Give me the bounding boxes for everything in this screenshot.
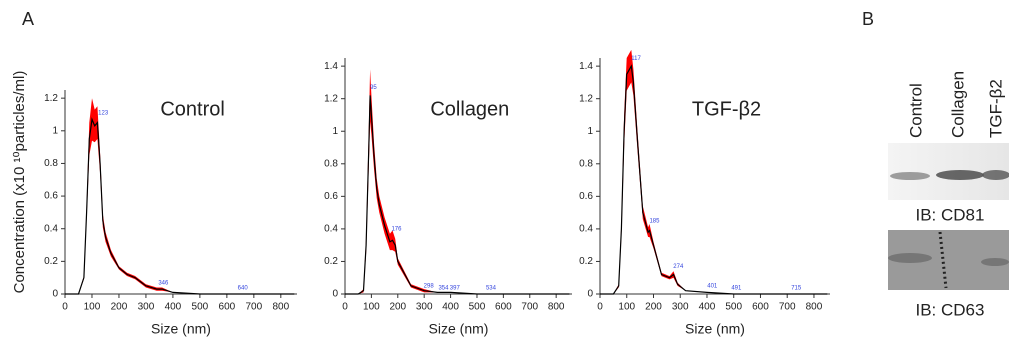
y-tick-label: 0.8	[579, 158, 593, 169]
blot-band	[936, 170, 984, 180]
y-tick-label: 1.2	[579, 93, 593, 104]
x-tick-label: 0	[342, 302, 348, 313]
y-tick-label: 0.6	[579, 191, 593, 202]
x-tick-label: 700	[521, 302, 538, 313]
lane-label: Collagen	[948, 71, 967, 138]
x-tick-label: 700	[245, 302, 262, 313]
y-tick-label: 0.2	[579, 256, 593, 267]
x-tick-label: 800	[548, 302, 565, 313]
peak-label: 185	[649, 219, 660, 225]
peak-label: 640	[238, 285, 249, 291]
y-tick-label: 0.4	[44, 223, 58, 234]
peak-label: 354	[438, 285, 449, 291]
peak-label: 397	[450, 285, 461, 291]
y-tick-label: 0.4	[324, 224, 338, 235]
y-axis-label: Concentration (x10 ¹⁰particles/ml)	[11, 71, 28, 294]
x-tick-label: 300	[138, 302, 155, 313]
blot-label: IB: CD63	[916, 300, 985, 319]
x-tick-label: 100	[618, 302, 635, 313]
error-band	[65, 98, 294, 294]
y-tick-label: 1.4	[324, 61, 338, 72]
blot-band	[981, 258, 1009, 266]
x-tick-label: 400	[442, 302, 459, 313]
x-tick-label: 600	[752, 302, 769, 313]
chart-title: TGF-β2	[692, 98, 761, 120]
peak-label: 123	[98, 111, 109, 117]
x-tick-label: 300	[416, 302, 433, 313]
lane-label: Control	[906, 83, 925, 138]
x-tick-label: 200	[111, 302, 128, 313]
y-tick-label: 1	[332, 126, 338, 137]
y-tick-label: 0.6	[324, 191, 338, 202]
x-axis-label: Size (nm)	[685, 321, 745, 337]
x-tick-label: 100	[363, 302, 380, 313]
figure: A B Concentration (x10 ¹⁰particles/ml) C…	[0, 0, 1009, 338]
chart-title: Control	[160, 98, 224, 120]
x-tick-label: 0	[597, 302, 603, 313]
y-tick-label: 0.6	[44, 191, 58, 202]
y-tick-label: 0.8	[44, 158, 58, 169]
peak-label: 298	[424, 284, 435, 290]
mean-line	[65, 119, 294, 294]
x-tick-label: 400	[699, 302, 716, 313]
x-tick-label: 0	[62, 302, 68, 313]
peak-label: 274	[673, 264, 684, 270]
x-tick-label: 700	[779, 302, 796, 313]
y-tick-label: 0.4	[579, 224, 593, 235]
x-tick-label: 600	[495, 302, 512, 313]
lane-label: TGF-β2	[986, 79, 1005, 138]
peak-label: 95	[370, 85, 377, 91]
peak-label: 534	[486, 285, 497, 291]
y-tick-label: 0	[332, 289, 338, 300]
peak-label: 346	[158, 280, 169, 286]
y-tick-label: 0.8	[324, 158, 338, 169]
x-tick-label: 800	[806, 302, 823, 313]
blot-band	[982, 170, 1009, 180]
y-tick-label: 1	[52, 125, 58, 136]
y-tick-label: 0.2	[324, 256, 338, 267]
x-tick-label: 800	[272, 302, 289, 313]
peak-label: 401	[707, 284, 718, 290]
x-tick-label: 400	[165, 302, 182, 313]
x-tick-label: 100	[84, 302, 101, 313]
y-tick-label: 1.2	[44, 93, 58, 104]
x-tick-label: 600	[219, 302, 236, 313]
x-tick-label: 500	[725, 302, 742, 313]
blot-band	[888, 253, 932, 263]
x-axis-label: Size (nm)	[151, 321, 211, 337]
y-tick-label: 0.2	[44, 256, 58, 267]
peak-label: 117	[631, 56, 641, 62]
peak-label: 715	[791, 285, 802, 291]
y-tick-label: 0	[587, 289, 593, 300]
panel-label: A	[22, 9, 34, 29]
panel-label: B	[862, 9, 874, 29]
x-tick-label: 200	[389, 302, 406, 313]
y-tick-label: 0	[52, 289, 58, 300]
peak-label: 491	[731, 285, 742, 291]
x-axis-label: Size (nm)	[429, 321, 489, 337]
y-tick-label: 1	[587, 126, 593, 137]
chart-title: Collagen	[430, 98, 509, 120]
x-tick-label: 300	[672, 302, 689, 313]
y-tick-label: 1.2	[324, 93, 338, 104]
peak-label: 176	[391, 227, 402, 233]
blot-label: IB: CD81	[916, 205, 985, 224]
x-tick-label: 500	[192, 302, 209, 313]
y-tick-label: 1.4	[579, 61, 593, 72]
blot-band	[890, 172, 930, 180]
x-tick-label: 200	[645, 302, 662, 313]
x-tick-label: 500	[469, 302, 486, 313]
